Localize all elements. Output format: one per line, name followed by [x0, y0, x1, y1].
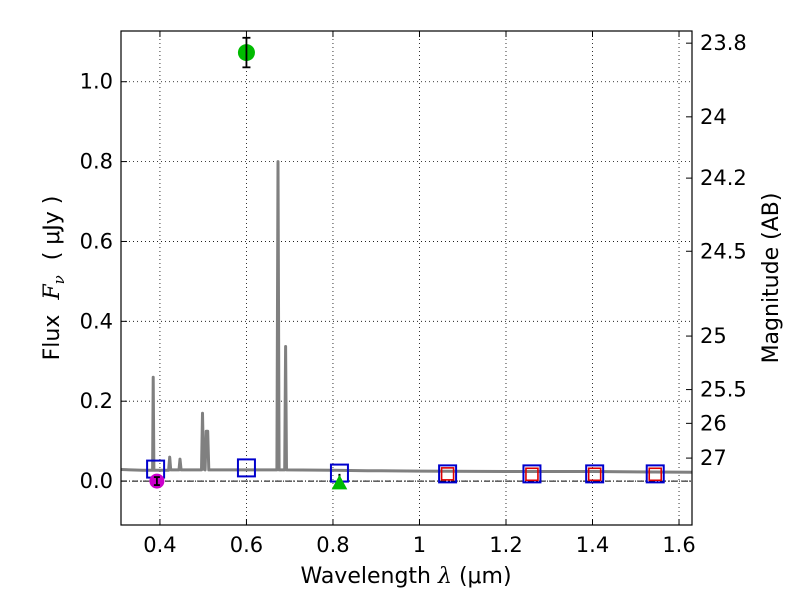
model-spectrum-line — [121, 160, 692, 474]
upper-limit-marker — [585, 464, 605, 484]
magnitude-tick-label: 25 — [700, 324, 727, 348]
x-tick-label: 0.6 — [230, 533, 263, 557]
x-axis-label-unit: (μm) — [459, 564, 512, 589]
y-axis-label-text: Flux — [40, 315, 65, 361]
model-photometry-marker — [525, 467, 539, 482]
magnitude-axis: 23.8 24 24.2 24.5 25 25.5 26 27 — [686, 31, 747, 470]
x-axis: 0.4 0.6 0.8 1 1.2 1.4 1.6 — [143, 31, 696, 557]
plot-area — [121, 160, 692, 490]
y-axis-label: Flux Fν ( μJy ) — [40, 196, 70, 361]
y-tick-label: 0.0 — [80, 469, 113, 493]
y-tick-label: 0.8 — [80, 150, 113, 174]
x-axis-label-symbol: λ — [437, 564, 452, 589]
upper-limit-marker — [522, 464, 542, 484]
plot-content — [121, 36, 692, 490]
magnitude-tick-label: 27 — [700, 446, 727, 470]
magnitude-tick-label: 24 — [700, 105, 727, 129]
upper-limit-marker — [645, 464, 665, 484]
magnitude-axis-label: Magnitude (AB) — [759, 193, 784, 364]
model-photometry-marker — [587, 467, 602, 482]
magnitude-tick-label: 23.8 — [700, 31, 747, 55]
y-tick-label: 0.4 — [80, 309, 113, 333]
x-axis-label-text: Wavelength — [300, 564, 431, 589]
plot-frame — [120, 30, 693, 526]
y-tick-label: 0.6 — [80, 229, 113, 253]
magnitude-tick-label: 25.5 — [700, 378, 747, 402]
x-axis-label: Wavelength λ (μm) — [300, 564, 511, 589]
magnitude-tick-label: 24.5 — [700, 239, 747, 263]
y-tick-label: 1.0 — [80, 70, 113, 94]
x-tick-label: 1 — [413, 533, 426, 557]
x-tick-label: 1.6 — [662, 533, 695, 557]
y-axis-label-subscript: ν — [50, 275, 68, 284]
upper-limit-marker — [438, 464, 458, 484]
x-tick-label: 1.2 — [489, 533, 522, 557]
triangle-marker — [331, 474, 348, 490]
model-photometry-marker — [440, 467, 455, 481]
x-tick-label: 0.8 — [316, 533, 349, 557]
y-axis: 0.0 0.2 0.4 0.6 0.8 1.0 — [80, 70, 127, 493]
x-tick-label: 0.4 — [143, 533, 176, 557]
magnitude-tick-label: 26 — [700, 411, 727, 435]
upper-limit-marker — [236, 458, 256, 478]
x-tick-label: 1.4 — [576, 533, 609, 557]
model-photometry-marker — [648, 467, 663, 482]
y-axis-label-unit: ( μJy ) — [40, 196, 65, 261]
y-axis-label-symbol: F — [40, 284, 65, 301]
y-tick-label: 0.2 — [80, 389, 113, 413]
magnitude-tick-label: 24.2 — [700, 166, 747, 190]
